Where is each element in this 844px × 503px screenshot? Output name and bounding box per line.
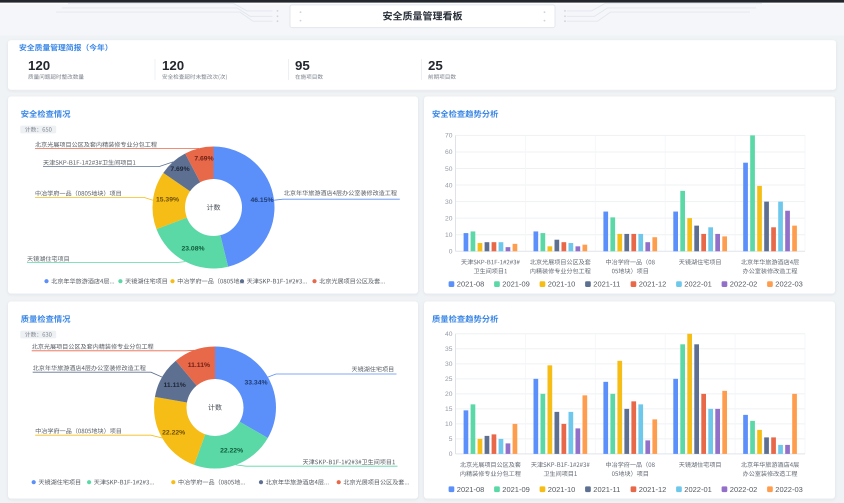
svg-text:7.69%: 7.69% [170,166,189,173]
svg-text:2022-03: 2022-03 [775,280,803,289]
svg-text:120: 120 [28,58,50,73]
svg-text:2022-01: 2022-01 [684,485,712,494]
svg-text:25: 25 [445,376,453,383]
svg-text:30: 30 [445,361,453,368]
svg-text:22.22%: 22.22% [220,447,243,454]
svg-text:15.39%: 15.39% [156,196,179,203]
svg-text:0: 0 [449,249,453,256]
svg-text:11.11%: 11.11% [188,362,210,369]
svg-text:23.08%: 23.08% [181,245,204,252]
svg-text:2021-11: 2021-11 [593,280,620,289]
svg-text:2021-11: 2021-11 [593,485,620,494]
svg-text:15: 15 [445,406,453,413]
svg-text:0: 0 [449,451,453,458]
svg-text:60: 60 [445,149,453,156]
svg-text:11.11%: 11.11% [164,382,186,389]
svg-text:40: 40 [445,182,453,189]
svg-text:2021-12: 2021-12 [639,485,667,494]
svg-text:95: 95 [295,58,310,73]
svg-text:2021-08: 2021-08 [457,280,485,289]
svg-text:40: 40 [445,331,453,338]
svg-text:2022-02: 2022-02 [730,485,758,494]
svg-text:30: 30 [445,199,453,206]
svg-text:33.34%: 33.34% [244,379,267,386]
svg-text:5: 5 [449,436,453,443]
svg-text:25: 25 [428,58,443,73]
svg-text:2021-10: 2021-10 [548,280,576,289]
svg-text:35: 35 [445,346,453,353]
svg-text:2022-03: 2022-03 [775,485,803,494]
svg-text:2021-09: 2021-09 [502,280,530,289]
svg-text:7.69%: 7.69% [194,155,213,162]
svg-text:120: 120 [162,58,184,73]
svg-text:2021-08: 2021-08 [457,485,485,494]
svg-text:2021-10: 2021-10 [548,485,576,494]
svg-text:50: 50 [445,166,453,173]
svg-text:10: 10 [445,232,453,239]
svg-text:22.22%: 22.22% [162,429,185,436]
svg-text:46.15%: 46.15% [250,197,273,204]
svg-text:2022-02: 2022-02 [730,280,758,289]
svg-text:2021-12: 2021-12 [639,280,667,289]
svg-text:2022-01: 2022-01 [684,280,712,289]
svg-text:10: 10 [445,421,453,428]
svg-text:20: 20 [445,215,453,222]
svg-text:2021-09: 2021-09 [502,485,530,494]
svg-text:20: 20 [445,391,453,398]
svg-text:70: 70 [445,133,453,140]
